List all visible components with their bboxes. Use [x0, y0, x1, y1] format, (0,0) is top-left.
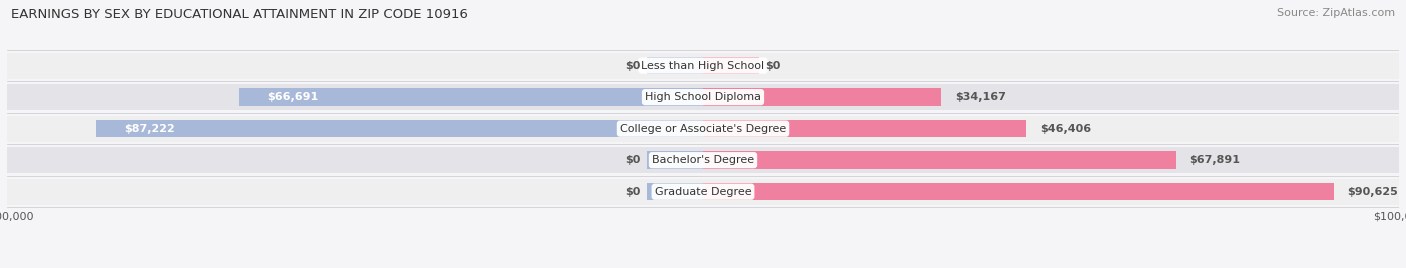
Text: $87,222: $87,222	[124, 124, 174, 134]
Text: $0: $0	[626, 155, 640, 165]
Text: $0: $0	[626, 61, 640, 70]
Bar	[703, 88, 941, 106]
Bar	[647, 183, 703, 200]
Text: EARNINGS BY SEX BY EDUCATIONAL ATTAINMENT IN ZIP CODE 10916: EARNINGS BY SEX BY EDUCATIONAL ATTAINMEN…	[11, 8, 468, 21]
Text: High School Diploma: High School Diploma	[645, 92, 761, 102]
Text: $0: $0	[626, 187, 640, 197]
Bar	[7, 116, 1399, 142]
Text: $66,691: $66,691	[267, 92, 318, 102]
Bar	[647, 151, 703, 169]
Text: $67,891: $67,891	[1189, 155, 1240, 165]
Text: Source: ZipAtlas.com: Source: ZipAtlas.com	[1277, 8, 1395, 18]
Bar	[239, 88, 703, 106]
Bar	[7, 147, 1399, 173]
Bar	[7, 53, 1399, 79]
Bar	[703, 57, 759, 74]
Bar	[703, 151, 1175, 169]
Text: $90,625: $90,625	[1347, 187, 1399, 197]
Text: $46,406: $46,406	[1040, 124, 1091, 134]
Text: $0: $0	[766, 61, 780, 70]
Bar	[647, 57, 703, 74]
Text: Graduate Degree: Graduate Degree	[655, 187, 751, 197]
Legend: Male, Female: Male, Female	[644, 264, 762, 268]
Text: $34,167: $34,167	[955, 92, 1005, 102]
Text: Bachelor's Degree: Bachelor's Degree	[652, 155, 754, 165]
Bar	[703, 183, 1334, 200]
Bar	[7, 84, 1399, 110]
Text: Less than High School: Less than High School	[641, 61, 765, 70]
Bar	[7, 179, 1399, 205]
Bar	[96, 120, 703, 137]
Bar	[703, 120, 1026, 137]
Text: College or Associate's Degree: College or Associate's Degree	[620, 124, 786, 134]
